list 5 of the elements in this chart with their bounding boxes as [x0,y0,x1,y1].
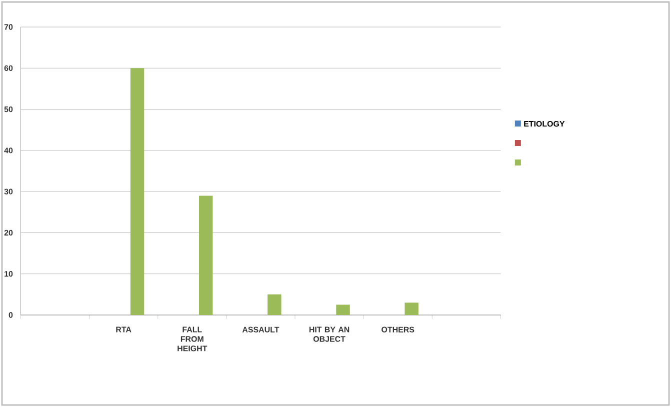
bar [199,196,213,315]
bar [336,304,350,315]
bar [404,302,418,315]
bar [268,294,282,315]
bar [130,68,144,315]
